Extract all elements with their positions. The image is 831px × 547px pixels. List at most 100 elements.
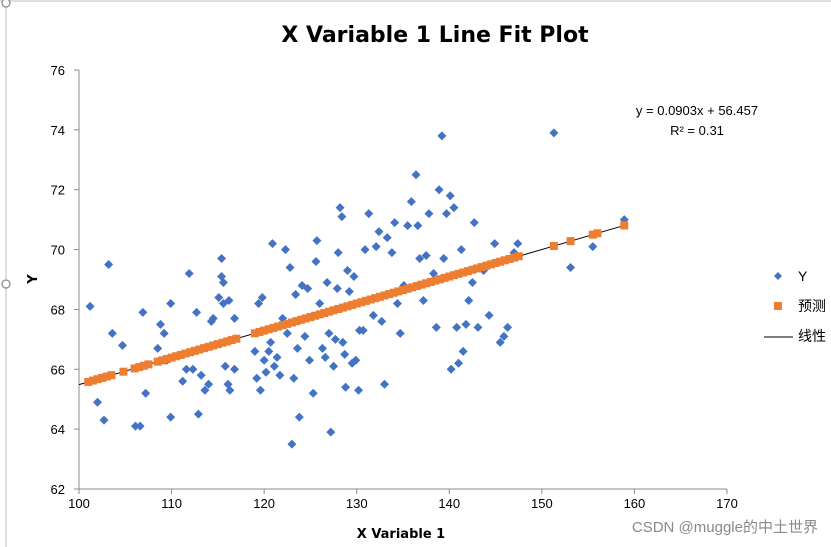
data-point-y bbox=[338, 337, 348, 347]
data-point-predicted bbox=[422, 279, 431, 288]
data-point-y bbox=[85, 301, 95, 311]
data-point-predicted bbox=[213, 340, 222, 349]
data-point-predicted bbox=[459, 268, 468, 277]
data-point-y bbox=[193, 409, 203, 419]
data-point-predicted bbox=[315, 310, 324, 319]
data-point-predicted bbox=[158, 356, 167, 365]
data-point-y bbox=[291, 289, 301, 299]
data-point-predicted bbox=[357, 298, 366, 307]
data-point-predicted bbox=[463, 267, 472, 276]
data-point-y bbox=[329, 361, 339, 371]
x-axis-ticks: 100 110 120 130 140 150 160 170 bbox=[68, 489, 738, 511]
data-point-predicted bbox=[119, 367, 128, 376]
data-point-y bbox=[326, 427, 336, 437]
data-point-predicted bbox=[176, 350, 185, 359]
data-point-y bbox=[392, 298, 402, 308]
data-point-predicted bbox=[620, 221, 629, 230]
data-point-y bbox=[411, 170, 421, 180]
data-point-y bbox=[330, 334, 340, 344]
data-point-y bbox=[135, 421, 145, 431]
data-point-predicted bbox=[334, 304, 343, 313]
data-point-predicted bbox=[510, 253, 519, 262]
data-point-y bbox=[377, 316, 387, 326]
data-point-predicted bbox=[130, 364, 139, 373]
data-point-y bbox=[341, 382, 351, 392]
data-point-y bbox=[387, 248, 397, 258]
data-point-y bbox=[513, 239, 523, 249]
data-point-predicted bbox=[389, 288, 398, 297]
data-point-predicted bbox=[250, 329, 259, 338]
resize-handle-top[interactable] bbox=[1, 0, 11, 8]
data-point-predicted bbox=[264, 325, 273, 334]
data-point-y bbox=[282, 328, 292, 338]
data-point-y bbox=[337, 212, 347, 222]
legend-item-y: Y bbox=[774, 268, 808, 284]
x-tick-label: 140 bbox=[438, 496, 460, 511]
legend-item-linear: 线性 bbox=[764, 328, 826, 344]
data-point-y bbox=[308, 388, 318, 398]
data-point-y bbox=[503, 322, 513, 332]
data-point-y bbox=[257, 292, 267, 302]
data-point-predicted bbox=[348, 300, 357, 309]
data-point-predicted bbox=[426, 277, 435, 286]
data-point-y bbox=[104, 260, 114, 270]
data-point-predicted bbox=[403, 284, 412, 293]
data-point-y bbox=[364, 209, 374, 219]
data-point-predicted bbox=[297, 315, 306, 324]
data-point-y bbox=[340, 349, 350, 359]
data-point-y bbox=[220, 361, 230, 371]
resize-handle-left[interactable] bbox=[1, 279, 11, 289]
data-point-y bbox=[368, 310, 378, 320]
y-tick-label: 70 bbox=[51, 243, 65, 258]
data-point-y bbox=[255, 385, 265, 395]
legend-label-y: Y bbox=[798, 268, 808, 284]
data-point-y bbox=[118, 340, 128, 350]
data-point-y bbox=[333, 248, 343, 258]
data-point-predicted bbox=[274, 322, 283, 331]
data-point-y bbox=[434, 185, 444, 195]
legend-square-icon bbox=[774, 302, 782, 310]
data-point-y bbox=[259, 355, 269, 365]
data-point-y bbox=[439, 254, 449, 264]
data-point-predicted bbox=[199, 344, 208, 353]
data-point-predicted bbox=[477, 263, 486, 272]
chart-title: X Variable 1 Line Fit Plot bbox=[281, 23, 589, 48]
data-point-y bbox=[204, 379, 214, 389]
axes bbox=[78, 70, 727, 490]
data-point-y bbox=[267, 239, 277, 249]
data-point-y bbox=[371, 242, 381, 252]
data-point-y bbox=[192, 307, 202, 317]
data-point-y bbox=[484, 310, 494, 320]
x-tick-label: 120 bbox=[253, 496, 275, 511]
data-point-y bbox=[354, 385, 364, 395]
data-point-y bbox=[429, 269, 439, 279]
data-point-y bbox=[390, 218, 400, 228]
data-point-y bbox=[351, 355, 361, 365]
data-point-predicted bbox=[301, 314, 310, 323]
data-point-y bbox=[225, 385, 235, 395]
data-point-predicted bbox=[162, 354, 171, 363]
data-point-predicted bbox=[549, 241, 558, 250]
data-point-predicted bbox=[352, 299, 361, 308]
data-point-y bbox=[413, 221, 423, 231]
data-point-predicted bbox=[482, 261, 491, 270]
data-point-y bbox=[130, 421, 140, 431]
data-point-y bbox=[264, 346, 274, 356]
data-point-y bbox=[287, 439, 297, 449]
data-point-y bbox=[305, 355, 315, 365]
data-point-y bbox=[289, 373, 299, 383]
trendline-r2: R² = 0.31 bbox=[670, 123, 724, 138]
data-point-predicted bbox=[320, 309, 329, 318]
data-point-y bbox=[406, 197, 416, 207]
data-point-y bbox=[349, 272, 359, 282]
data-point-predicted bbox=[371, 294, 380, 303]
data-point-predicted bbox=[287, 318, 296, 327]
data-point-y bbox=[311, 257, 321, 267]
data-point-predicted bbox=[181, 349, 190, 358]
series-y-points bbox=[85, 128, 629, 449]
data-point-predicted bbox=[486, 260, 495, 269]
data-point-y bbox=[461, 319, 471, 329]
data-point-predicted bbox=[153, 357, 162, 366]
data-point-y bbox=[549, 128, 559, 138]
data-point-y bbox=[458, 346, 468, 356]
